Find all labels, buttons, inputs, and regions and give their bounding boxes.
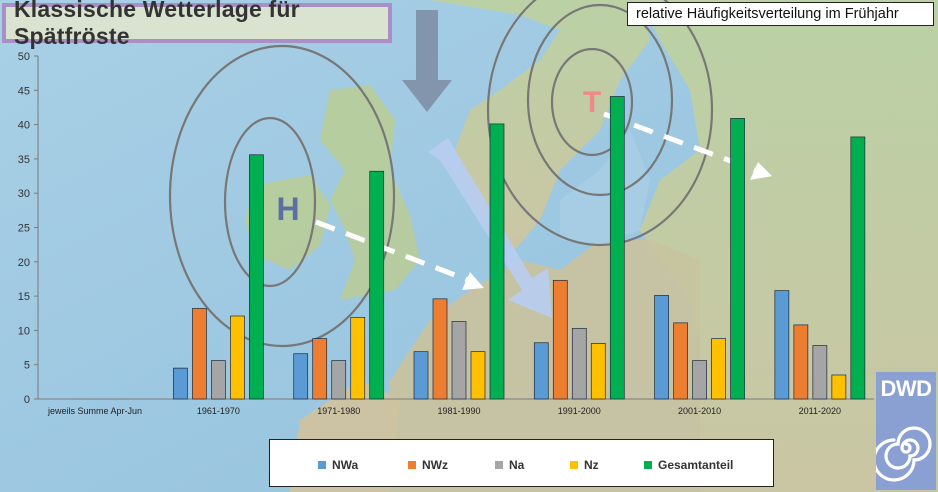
legend-swatch-nwa [318,461,326,469]
bar-gesamtanteil [730,118,745,400]
bar-nz [590,343,606,400]
y-tick-label: 20 [18,257,30,269]
cold-air-arrow-upper [402,10,452,112]
legend-label-gesamtanteil: Gesamtanteil [658,458,734,472]
y-tick-label: 30 [18,188,30,200]
bar-nz [470,351,486,400]
high-track-line [315,219,469,283]
low-pressure-label: T [583,86,601,119]
bar-nwa [413,351,429,400]
bar-nwa [654,295,669,400]
low-track-arrowhead [750,162,772,180]
isobar-high-outer [168,44,396,348]
y-tick-label: 10 [18,325,30,337]
y-tick-label: 15 [18,291,30,303]
x-tick-label: 1961-1970 [197,406,240,416]
chart-title-box: Klassische Wetterlage für Spätfröste [2,0,392,49]
baltic-sea [560,130,650,245]
bar-gesamtanteil [850,136,866,400]
bar-na [571,327,587,400]
y-tick-label: 0 [24,394,30,406]
x-tick-label: 2001-2010 [678,406,721,416]
legend-item-nwz: NWz [408,458,448,472]
y-tick-label: 35 [18,154,30,166]
y-tick-label: 50 [18,51,30,63]
bar-gesamtanteil [369,170,385,400]
x-tick-label: 1991-2000 [558,406,601,416]
bar-nwa [293,353,309,400]
bar-nwz [192,308,207,400]
bar-gesamtanteil [609,96,625,400]
bar-nz [831,374,847,400]
x-tick-label: jeweils Summe Apr-Jun [47,406,142,416]
y-tick-label: 45 [18,85,30,97]
low-track-line [603,111,756,173]
legend-label-nz: Nz [584,458,599,472]
bar-nwz [673,322,688,400]
x-tick-label: 2011-2020 [799,406,841,416]
bar-na [692,360,707,400]
bar-na [211,360,226,400]
x-tick-label: 1981-1990 [437,406,480,416]
y-tick-label: 5 [24,360,30,372]
legend-label-na: Na [509,458,525,472]
chart-subtitle: relative Häufigkeitsverteilung im Frühja… [636,6,899,22]
y-tick-label: 40 [18,120,30,132]
bar-nz [230,315,245,400]
legend-label-nwz: NWz [422,458,448,472]
chart-subtitle-box: relative Häufigkeitsverteilung im Frühja… [627,2,934,26]
bar-gesamtanteil [489,123,505,400]
bar-nwz [312,338,328,400]
bar-nwz [432,298,448,400]
legend-label-nwa: NWa [332,458,359,472]
bar-na [451,321,467,400]
legend-swatch-nwz [408,461,416,469]
legend-item-nz: Nz [570,458,599,472]
dwd-logo-text: DWD [880,376,932,401]
bar-nz [350,317,366,400]
chart-title: Klassische Wetterlage für Spätfröste [14,0,300,49]
x-tick-label: 1971-1980 [317,406,360,416]
dwd-logo: DWD [876,372,936,490]
bar-nwz [552,279,568,400]
dwd-spiral-icon [876,426,932,482]
bar-nwa [533,342,549,400]
legend-swatch-nz [570,461,578,469]
bar-na [812,345,828,400]
land-scandinavia [430,0,650,250]
bar-gesamtanteil [249,154,264,400]
legend-item-gesamtanteil: Gesamtanteil [644,458,733,472]
y-tick-label: 25 [18,223,30,235]
isobar-low-mid [526,3,674,197]
high-pressure-label: H [276,191,299,227]
legend: NWa NWz Na Nz Gesamtanteil [269,439,774,487]
bar-nz [711,338,726,400]
isobar-low-outer [486,0,714,247]
isobar-high-inner [223,116,317,288]
bar-nwz [793,324,809,400]
legend-item-nwa: NWa [318,458,358,472]
legend-swatch-na [495,461,503,469]
high-track-arrowhead [462,272,484,290]
legend-item-na: Na [495,458,524,472]
isobar-low-inner [550,47,634,157]
legend-swatch-gesamtanteil [644,461,652,469]
bar-nwa [774,290,790,400]
bar-na [331,360,347,400]
bar-nwa [173,367,188,400]
